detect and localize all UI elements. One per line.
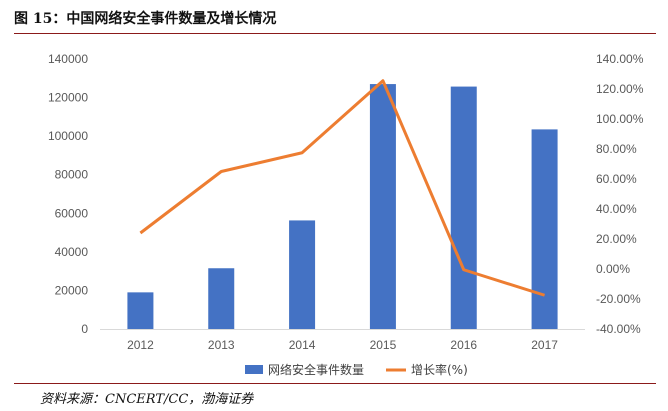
right-tick-label: 100.00% bbox=[596, 112, 644, 126]
right-tick-label: 0.00% bbox=[596, 262, 630, 276]
x-tick-label: 2016 bbox=[450, 338, 477, 352]
right-tick-label: 40.00% bbox=[596, 202, 637, 216]
left-tick-label: 40000 bbox=[55, 245, 89, 259]
figure-title: 图 15：中国网络安全事件数量及增长情况 bbox=[14, 11, 277, 27]
x-tick-label: 2014 bbox=[289, 338, 316, 352]
bar-2017 bbox=[531, 129, 558, 329]
legend-label-line: 增长率(%) bbox=[411, 362, 468, 377]
left-tick-label: 100000 bbox=[48, 129, 88, 143]
bar-2015 bbox=[369, 84, 396, 329]
legend-label-bar: 网络安全事件数量 bbox=[268, 362, 364, 377]
x-axis-ticks: 2012 2013 2014 2015 2016 2017 bbox=[127, 338, 558, 352]
right-tick-label: 140.00% bbox=[596, 52, 644, 66]
bar-2013 bbox=[208, 268, 235, 329]
source-rule bbox=[14, 383, 656, 384]
source-note: 资料来源：CNCERT/CC，渤海证券 bbox=[40, 392, 254, 407]
right-tick-label: 20.00% bbox=[596, 232, 637, 246]
bar-2012 bbox=[127, 292, 154, 329]
right-tick-label: 80.00% bbox=[596, 142, 637, 156]
left-tick-label: 80000 bbox=[55, 168, 89, 182]
x-tick-label: 2015 bbox=[370, 338, 397, 352]
title-rule bbox=[14, 33, 656, 34]
right-tick-label: 60.00% bbox=[596, 172, 637, 186]
bar-2016 bbox=[450, 86, 477, 329]
left-tick-label: 140000 bbox=[48, 52, 88, 66]
bar-2014 bbox=[289, 220, 316, 329]
x-tick-label: 2017 bbox=[531, 338, 558, 352]
growth-rate-line bbox=[139, 79, 546, 297]
x-tick-label: 2012 bbox=[127, 338, 154, 352]
left-tick-label: 0 bbox=[81, 322, 88, 336]
left-tick-label: 60000 bbox=[55, 206, 89, 220]
left-tick-label: 20000 bbox=[55, 283, 89, 297]
bar-series bbox=[127, 84, 558, 329]
right-tick-label: -40.00% bbox=[596, 322, 641, 336]
right-tick-label: -20.00% bbox=[596, 292, 641, 306]
legend-swatch-bar bbox=[245, 365, 263, 374]
legend: 网络安全事件数量 增长率(%) bbox=[245, 362, 468, 377]
right-tick-label: 120.00% bbox=[596, 82, 644, 96]
right-axis-ticks: -40.00% -20.00% 0.00% 20.00% 40.00% 60.00% 80.… bbox=[596, 52, 644, 336]
left-tick-label: 120000 bbox=[48, 91, 88, 105]
left-axis-ticks: 0 20000 40000 60000 80000 100000 120000 140000 bbox=[48, 52, 88, 336]
x-tick-label: 2013 bbox=[208, 338, 235, 352]
